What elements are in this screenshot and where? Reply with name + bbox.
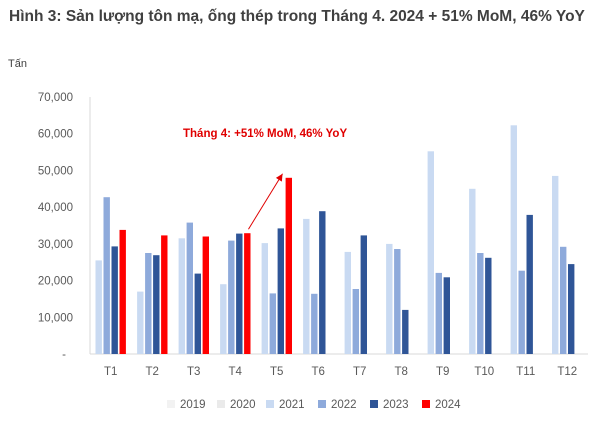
x-tick-label: T12: [557, 366, 577, 378]
legend-label-2022: 2022: [331, 399, 357, 411]
bar-2023-T2: [153, 255, 160, 354]
y-tick-label: -: [62, 349, 66, 361]
y-tick-label: 40,000: [38, 202, 73, 214]
legend-label-2019: 2019: [180, 399, 206, 411]
bar-2023-T9: [443, 277, 450, 354]
bar-2021-T12: [552, 175, 559, 354]
legend-label-2023: 2023: [383, 399, 409, 411]
bar-2022-T2: [145, 253, 152, 354]
bar-2022-T8: [394, 249, 401, 354]
bar-2021-T2: [137, 291, 144, 354]
bar-2021-T10: [469, 188, 476, 354]
legend-swatch-2023: [370, 400, 378, 408]
bar-2023-T7: [360, 235, 367, 354]
bar-2022-T10: [477, 253, 484, 354]
bar-2022-T6: [311, 293, 318, 354]
bar-2024-T3: [202, 236, 209, 354]
legend-label-2021: 2021: [279, 399, 305, 411]
bar-2024-T5: [285, 177, 292, 354]
x-tick-label: T10: [474, 366, 494, 378]
y-tick-label: 70,000: [38, 92, 73, 104]
y-tick-label: 10,000: [38, 312, 73, 324]
annotation-text: Tháng 4: +51% MoM, 46% YoY: [183, 128, 347, 140]
bar-2021-T8: [386, 243, 393, 354]
bar-2021-T3: [178, 238, 185, 354]
x-tick-label: T7: [353, 366, 366, 378]
y-tick-label: 50,000: [38, 165, 73, 177]
chart-title: Hình 3: Sản lượng tôn mạ, ống thép trong…: [9, 8, 585, 25]
bar-2022-T5: [269, 293, 276, 354]
bar-2022-T4: [228, 240, 235, 354]
legend-label-2020: 2020: [230, 399, 256, 411]
bar-2023-T1: [111, 246, 118, 354]
x-tick-label: T9: [436, 366, 449, 378]
legend-swatch-2022: [318, 400, 326, 408]
bar-2023-T4: [236, 233, 243, 354]
legend-label-2024: 2024: [435, 399, 461, 411]
annotation-arrow-head: [275, 173, 283, 182]
x-tick-label: T5: [270, 366, 283, 378]
bar-2021-T11: [510, 125, 517, 354]
annotation-arrow-line: [248, 173, 283, 230]
bar-2021-T5: [261, 243, 268, 354]
bar-2022-T3: [186, 222, 193, 354]
legend-swatch-2019: [167, 400, 175, 408]
y-tick-label: 20,000: [38, 276, 73, 288]
bar-2024-T1: [119, 229, 126, 354]
legend-swatch-2024: [422, 400, 430, 408]
bar-2024-T4: [244, 233, 251, 354]
bar-2023-T12: [568, 264, 575, 354]
bar-2021-T7: [344, 251, 351, 354]
bar-2021-T1: [95, 260, 102, 354]
bar-2023-T5: [277, 228, 284, 354]
x-tick-label: T1: [104, 366, 117, 378]
y-tick-label: 60,000: [38, 129, 73, 141]
x-tick-label: T8: [395, 366, 408, 378]
bar-2022-T12: [560, 246, 567, 354]
x-tick-label: T3: [187, 366, 200, 378]
x-tick-label: T11: [516, 366, 535, 378]
bar-2022-T1: [103, 197, 110, 354]
bar-2023-T6: [319, 211, 326, 354]
bar-2021-T9: [427, 151, 434, 354]
y-tick-label: 30,000: [38, 239, 73, 251]
bar-2021-T4: [220, 284, 227, 354]
x-tick-label: T2: [146, 366, 159, 378]
bar-2022-T7: [352, 289, 359, 354]
legend-swatch-2020: [217, 400, 225, 408]
bar-2022-T9: [435, 272, 442, 354]
bar-2024-T2: [161, 235, 168, 354]
bar-2023-T10: [485, 257, 492, 354]
bar-2021-T6: [303, 218, 310, 354]
bar-2022-T11: [518, 270, 525, 354]
y-axis-unit-label: Tấn: [8, 58, 27, 70]
x-tick-label: T6: [312, 366, 325, 378]
legend-swatch-2021: [266, 400, 274, 408]
x-tick-label: T4: [229, 366, 243, 378]
bar-2023-T11: [526, 214, 533, 354]
bar-2023-T3: [194, 273, 201, 354]
bar-2023-T8: [402, 309, 409, 354]
